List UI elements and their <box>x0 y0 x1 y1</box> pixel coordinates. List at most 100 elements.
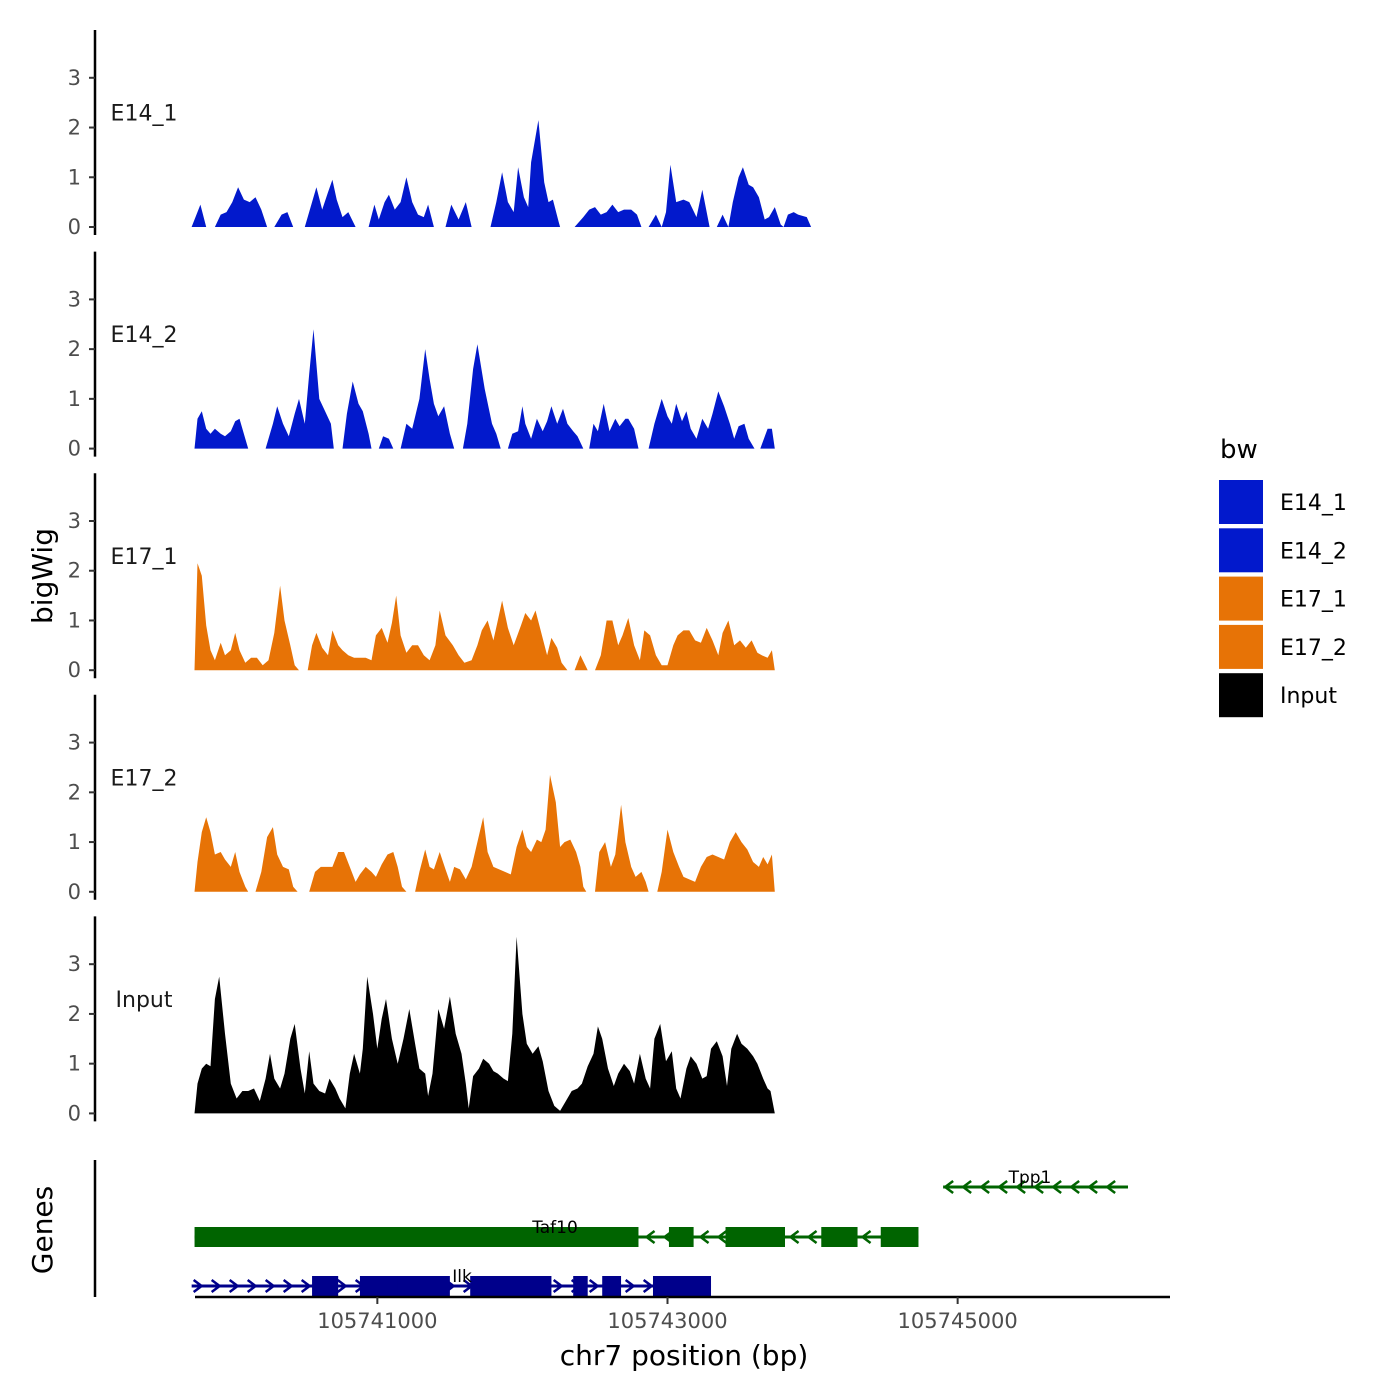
legend: bw E14_1 E14_2 E17_1 E17_2 Input <box>1219 435 1347 718</box>
strand-arrow <box>282 1279 294 1293</box>
y-tick-label: 3 <box>68 509 81 533</box>
y-tick-label: 1 <box>68 1052 81 1076</box>
gene-exon <box>821 1227 858 1247</box>
gene-Tpp1: Tpp1 <box>943 1168 1128 1194</box>
legend-label: E14_2 <box>1280 539 1347 564</box>
gene-exon <box>312 1276 339 1296</box>
gene-exon <box>359 1276 405 1296</box>
y-tick-label: 0 <box>68 215 81 239</box>
strand-arrow <box>644 1230 656 1244</box>
y-tick-label: 0 <box>68 1101 81 1125</box>
track-label: E14_1 <box>111 102 178 127</box>
gene-label: Ilk <box>452 1267 472 1287</box>
strand-arrow <box>1087 1180 1098 1194</box>
strand-arrow <box>336 1279 348 1293</box>
strand-arrow <box>943 1180 954 1194</box>
y-tick-label: 3 <box>68 731 81 755</box>
strand-arrow <box>788 1230 800 1244</box>
strand-arrow <box>1015 1180 1026 1194</box>
gene-exon <box>668 1227 694 1247</box>
strand-arrow <box>300 1279 312 1293</box>
coverage-area-Input <box>194 936 775 1114</box>
track-label: Input <box>116 988 173 1013</box>
strand-arrow <box>860 1230 872 1244</box>
y-tick-label: 2 <box>68 1002 81 1026</box>
strand-arrow <box>716 1230 728 1244</box>
legend-label: Input <box>1280 684 1337 709</box>
gene-exon <box>725 1227 786 1247</box>
y-tick-label: 1 <box>68 608 81 632</box>
gene-label: Tpp1 <box>1008 1168 1052 1188</box>
y-tick-label: 3 <box>68 66 81 90</box>
y-tick-label: 1 <box>68 387 81 411</box>
legend-title: bw <box>1220 435 1258 465</box>
y-tick-label: 2 <box>68 337 81 361</box>
strand-arrow <box>698 1230 710 1244</box>
strand-arrow <box>192 1279 204 1293</box>
strand-arrow <box>1069 1180 1080 1194</box>
strand-arrow <box>264 1279 276 1293</box>
x-tick-label: 105745000 <box>898 1309 1018 1333</box>
gene-exon <box>573 1276 588 1296</box>
legend-swatch-E17_1 <box>1219 576 1263 621</box>
track-label: E17_1 <box>111 545 178 570</box>
coverage-area-E17_2 <box>194 774 775 892</box>
gene-exon <box>397 1276 450 1296</box>
coverage-area-E14_1 <box>191 120 812 227</box>
gene-exon <box>602 1276 622 1296</box>
gene-Ilk: Ilk <box>191 1267 712 1296</box>
x-axis: 105741000 105743000 105745000 <box>195 1295 1170 1333</box>
strand-arrow <box>979 1180 990 1194</box>
genes-axis-title: Genes <box>26 1186 59 1274</box>
strand-arrow <box>210 1279 222 1293</box>
y-tick-label: 3 <box>68 287 81 311</box>
strand-arrow <box>1033 1180 1044 1194</box>
gene-exon <box>194 1227 639 1247</box>
track-E14_2: 0 1 2 3 E14_2 <box>68 251 775 461</box>
y-tick-label: 2 <box>68 116 81 140</box>
gene-track: Tpp1 Taf10 Ilk <box>93 1160 1128 1297</box>
y-tick-label: 1 <box>68 165 81 189</box>
track-Input: 0 1 2 3 Input <box>68 916 775 1125</box>
y-tick-label: 1 <box>68 830 81 854</box>
y-tick-label: 2 <box>68 559 81 583</box>
strand-arrow <box>588 1279 600 1293</box>
y-tick-label: 0 <box>68 437 81 461</box>
strand-arrow <box>552 1279 564 1293</box>
x-tick-label: 105743000 <box>607 1309 727 1333</box>
y-tick-label: 3 <box>68 952 81 976</box>
strand-arrow <box>624 1279 636 1293</box>
strand-arrow <box>961 1180 972 1194</box>
coverage-area-E14_2 <box>194 329 775 449</box>
gene-Taf10: Taf10 <box>194 1218 919 1247</box>
gene-exon <box>880 1227 919 1247</box>
track-label: E14_2 <box>111 323 178 348</box>
y-tick-label: 0 <box>68 880 81 904</box>
strand-arrow <box>806 1230 818 1244</box>
legend-label: E17_1 <box>1280 588 1347 613</box>
y-tick-label: 2 <box>68 780 81 804</box>
legend-swatch-E14_1 <box>1219 480 1263 524</box>
strand-arrow <box>228 1279 240 1293</box>
legend-swatch-E17_2 <box>1219 624 1263 669</box>
coverage-area-E17_1 <box>194 563 775 671</box>
y-axis-title: bigWig <box>26 528 59 624</box>
coverage-tracks: 0 1 2 3 E14_1 0 1 2 3 E14_2 0 1 2 3 E17_1 0 1 2 3 E17_2 0 1 2 3… <box>68 30 812 1125</box>
legend-label: E14_1 <box>1280 491 1347 516</box>
legend-swatch-E14_2 <box>1219 528 1263 573</box>
legend-swatch-Input <box>1219 673 1263 718</box>
gene-exon <box>652 1276 712 1296</box>
strand-arrow <box>997 1180 1008 1194</box>
track-E17_1: 0 1 2 3 E17_1 <box>68 473 775 682</box>
track-E14_1: 0 1 2 3 E14_1 <box>68 30 812 239</box>
strand-arrow <box>642 1279 654 1293</box>
y-tick-label: 0 <box>68 658 81 682</box>
legend-label: E17_2 <box>1280 636 1347 661</box>
gene-label: Taf10 <box>531 1218 578 1238</box>
track-label: E17_2 <box>111 766 178 791</box>
x-axis-title: chr7 position (bp) <box>560 1339 809 1372</box>
x-tick-label: 105741000 <box>317 1309 437 1333</box>
track-E17_2: 0 1 2 3 E17_2 <box>68 694 775 904</box>
strand-arrow <box>1051 1180 1062 1194</box>
